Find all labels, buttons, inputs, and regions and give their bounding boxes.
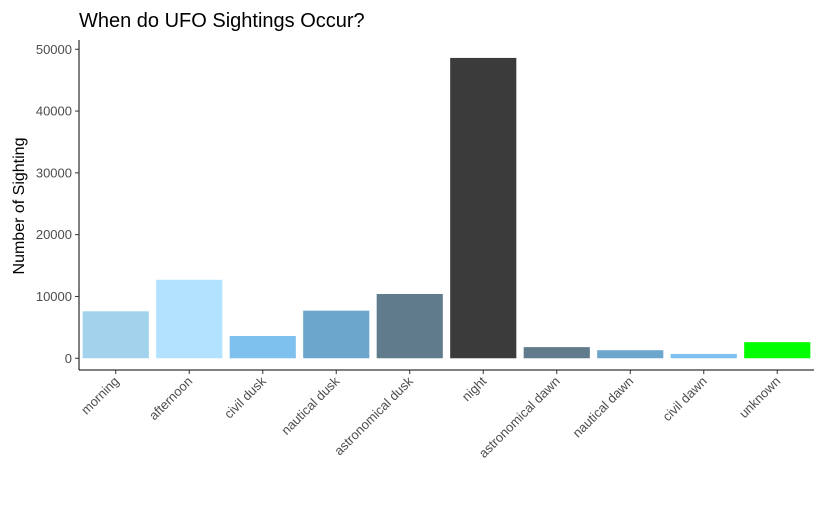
x-tick-label: astronomical dusk [331, 373, 416, 458]
x-tick-label: morning [78, 374, 122, 418]
x-axis: morning afternoon civil dusk nautical duska… [78, 369, 814, 461]
bars-group [82, 57, 811, 359]
x-tick-label: night [459, 373, 490, 404]
chart-title: When do UFO Sightings Occur? [79, 10, 365, 32]
x-tick-label: nautical dawn [570, 374, 637, 441]
bar-astronomical-dusk [376, 293, 443, 359]
y-tick-label: 50000 [36, 42, 72, 57]
x-tick-label: unknown [736, 374, 783, 421]
x-tick-label: nautical dusk [278, 373, 343, 438]
y-tick-label: 10000 [36, 289, 72, 304]
bar-morning [82, 311, 149, 359]
x-tick-label: astronomical dawn [476, 374, 563, 461]
y-tick-label: 40000 [36, 104, 72, 119]
bar-afternoon [156, 279, 223, 359]
x-tick-label: afternoon [146, 374, 195, 423]
bar-civil-dawn [670, 353, 737, 359]
y-tick-label: 20000 [36, 227, 72, 242]
y-tick-label: 30000 [36, 165, 72, 180]
bar-astronomical-dawn [523, 347, 590, 359]
x-tick-label: civil dusk [221, 373, 269, 421]
y-tick-label: 0 [65, 351, 72, 366]
bar-nautical-dawn [597, 350, 664, 359]
x-tick-label: civil dawn [659, 374, 709, 424]
bar-civil-dusk [229, 336, 296, 359]
bar-nautical-dusk [303, 310, 370, 359]
bar-night [450, 57, 517, 359]
y-axis-label: Number of Sighting [11, 138, 28, 275]
y-axis: 0 10000 20000 30000 40000 50000 [36, 40, 80, 370]
bar-unknown [744, 342, 811, 359]
